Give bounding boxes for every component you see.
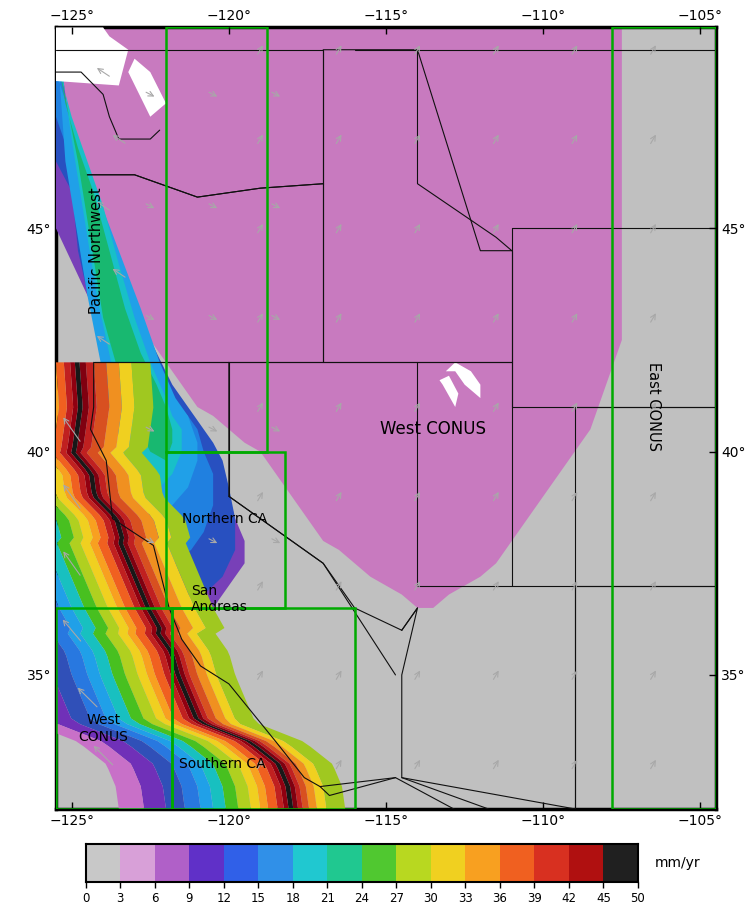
Bar	[362, 844, 396, 882]
Polygon shape	[110, 362, 326, 809]
Bar	[166, 27, 266, 452]
Bar	[534, 844, 569, 882]
Text: Northern CA: Northern CA	[182, 512, 267, 526]
Polygon shape	[71, 362, 293, 809]
Bar	[431, 844, 466, 882]
Bar	[155, 844, 189, 882]
Polygon shape	[0, 362, 185, 809]
Bar	[604, 844, 638, 882]
Polygon shape	[56, 27, 128, 86]
Polygon shape	[44, 362, 268, 809]
Polygon shape	[0, 362, 166, 809]
Polygon shape	[439, 376, 458, 407]
Polygon shape	[60, 362, 284, 809]
Bar	[466, 844, 500, 882]
Bar	[612, 27, 716, 809]
Polygon shape	[76, 362, 298, 809]
Bar	[56, 608, 172, 809]
Polygon shape	[56, 27, 235, 594]
Polygon shape	[446, 362, 480, 399]
Bar	[327, 844, 362, 882]
Bar	[293, 844, 327, 882]
Bar	[120, 844, 155, 882]
Polygon shape	[87, 362, 309, 809]
Polygon shape	[56, 27, 213, 563]
Polygon shape	[81, 362, 303, 809]
Bar	[224, 844, 258, 882]
Polygon shape	[56, 27, 182, 487]
Bar	[189, 844, 224, 882]
Polygon shape	[0, 362, 144, 809]
Bar	[604, 844, 638, 882]
Polygon shape	[56, 27, 622, 608]
Text: East CONUS: East CONUS	[646, 363, 661, 452]
Text: Pacific Northwest: Pacific Northwest	[90, 187, 104, 314]
Polygon shape	[25, 362, 251, 809]
Polygon shape	[56, 27, 245, 608]
Bar	[258, 844, 292, 882]
Bar	[569, 844, 604, 882]
Polygon shape	[0, 362, 201, 809]
Bar	[396, 844, 431, 882]
Bar	[500, 844, 534, 882]
Polygon shape	[35, 362, 260, 809]
Bar	[166, 452, 286, 608]
Polygon shape	[128, 58, 166, 117]
Text: West
CONUS: West CONUS	[78, 714, 128, 744]
Text: mm/yr: mm/yr	[654, 856, 700, 870]
Polygon shape	[13, 362, 238, 809]
Bar	[86, 844, 120, 882]
Polygon shape	[56, 27, 198, 518]
Polygon shape	[56, 49, 172, 461]
Text: West CONUS: West CONUS	[380, 420, 486, 439]
Polygon shape	[98, 362, 317, 809]
Bar	[172, 608, 354, 809]
Polygon shape	[0, 362, 213, 809]
Polygon shape	[66, 362, 289, 809]
Text: Southern CA: Southern CA	[179, 757, 266, 771]
Polygon shape	[123, 362, 345, 809]
Polygon shape	[0, 362, 226, 809]
Text: San
Andreas: San Andreas	[191, 584, 248, 614]
Polygon shape	[52, 362, 278, 809]
